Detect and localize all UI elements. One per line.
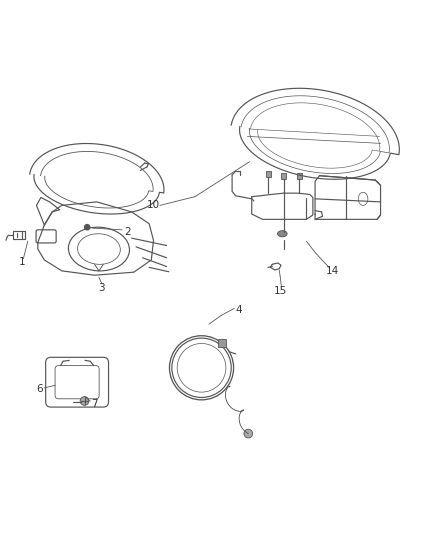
FancyBboxPatch shape — [266, 171, 271, 177]
Circle shape — [85, 224, 90, 230]
FancyBboxPatch shape — [218, 339, 226, 347]
Text: 2: 2 — [124, 227, 131, 237]
Text: 6: 6 — [37, 384, 43, 394]
Ellipse shape — [278, 231, 287, 237]
Text: 1: 1 — [19, 257, 26, 267]
Text: 7: 7 — [91, 399, 98, 409]
Text: 10: 10 — [147, 200, 160, 211]
FancyBboxPatch shape — [297, 173, 302, 179]
Text: 14: 14 — [326, 266, 339, 276]
Text: 15: 15 — [273, 286, 287, 295]
Circle shape — [80, 397, 89, 405]
FancyBboxPatch shape — [281, 173, 286, 179]
Text: 3: 3 — [98, 284, 104, 293]
Circle shape — [244, 429, 253, 438]
Text: 4: 4 — [235, 305, 242, 315]
